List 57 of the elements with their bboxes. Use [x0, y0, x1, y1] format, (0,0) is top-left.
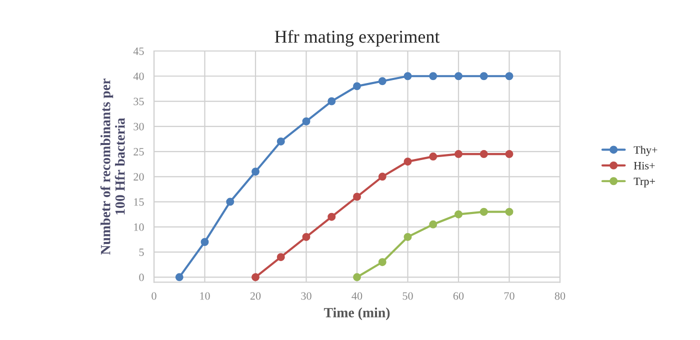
x-tick-label: 60 — [453, 292, 464, 300]
x-tick-label: 0 — [152, 292, 156, 300]
x-tick-label: 10 — [200, 292, 210, 300]
x-tick-label: 50 — [402, 292, 413, 300]
point — [404, 232, 412, 241]
point — [454, 210, 462, 218]
point — [353, 82, 361, 90]
point — [328, 97, 336, 106]
point — [454, 150, 462, 158]
y-tick-label: 20 — [134, 173, 144, 181]
y-axis-title: Numbetr of recombinants per 100 Hfr bacteria — [100, 78, 125, 255]
point — [353, 273, 361, 282]
point — [353, 192, 361, 201]
y-tick-label: 15 — [134, 198, 144, 206]
x-tick-label: 30 — [301, 292, 312, 300]
point — [378, 172, 386, 181]
point — [226, 198, 234, 206]
point — [480, 150, 488, 158]
point — [429, 152, 438, 161]
point — [200, 238, 209, 246]
y-tick-label: 35 — [134, 98, 144, 106]
point — [505, 72, 514, 80]
y-tick-label: 25 — [134, 148, 144, 156]
point — [480, 72, 488, 80]
legend-label: His+ — [634, 162, 655, 170]
x-axis-title: Time (min) — [324, 308, 390, 320]
point — [276, 253, 285, 262]
legend-label: Thy+ — [634, 146, 658, 156]
point — [454, 72, 462, 80]
chart-title: Hfr mating experiment — [274, 30, 440, 47]
point — [378, 258, 386, 266]
y-tick-label: 45 — [133, 48, 144, 55]
point — [175, 273, 184, 282]
y-tick-label: 5 — [139, 248, 144, 256]
point — [302, 232, 310, 241]
point — [505, 208, 514, 216]
point — [328, 212, 336, 221]
point — [302, 117, 310, 126]
legend-label: Trp+ — [634, 178, 655, 188]
point — [404, 158, 412, 166]
point — [276, 137, 285, 146]
x-tick-label: 80 — [554, 292, 566, 300]
point — [429, 220, 438, 228]
point — [505, 150, 514, 158]
y-tick-label: 40 — [133, 72, 144, 80]
point — [252, 273, 260, 282]
x-tick-label: 70 — [504, 292, 514, 300]
point — [404, 72, 412, 80]
point — [429, 72, 438, 80]
y-tick-label: 10 — [134, 223, 144, 231]
x-tick-label: 20 — [250, 292, 261, 300]
y-tick-label: 0 — [139, 274, 144, 282]
x-tick-label: 40 — [352, 292, 362, 300]
point — [378, 77, 386, 86]
point — [252, 168, 260, 176]
y-tick-label: 30 — [134, 122, 144, 130]
point — [480, 208, 488, 216]
